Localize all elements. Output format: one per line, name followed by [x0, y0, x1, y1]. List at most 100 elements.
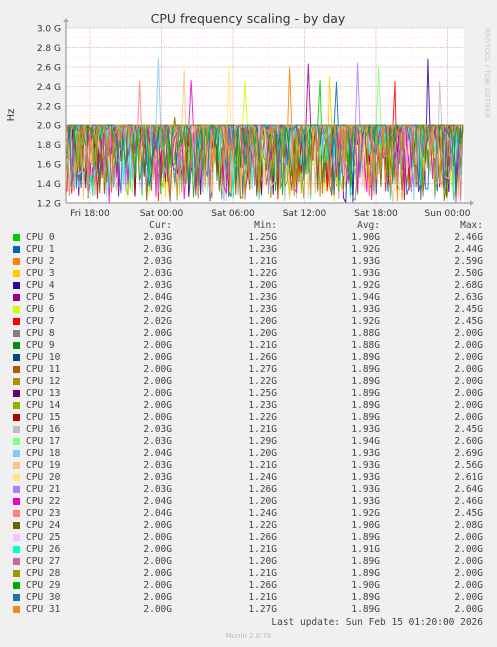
- legend-max: 2.00G: [454, 352, 483, 363]
- legend-min: 1.21G: [248, 568, 277, 579]
- legend-cur: 2.03G: [143, 244, 172, 255]
- last-update: Last update: Sun Feb 15 01:20:00 2026: [271, 617, 483, 628]
- legend-name: CPU 3: [26, 268, 55, 279]
- legend-row: CPU 20 2.03G 1.24G 1.93G 2.61G: [0, 472, 497, 484]
- legend-max: 2.00G: [454, 364, 483, 375]
- legend-name: CPU 2: [26, 256, 55, 267]
- legend-min: 1.22G: [248, 268, 277, 279]
- y-axis-arrow: [63, 18, 69, 22]
- legend-min: 1.26G: [248, 352, 277, 363]
- legend-avg: 1.89G: [351, 388, 380, 399]
- legend-row: CPU 31 2.00G 1.27G 1.89G 2.00G: [0, 604, 497, 616]
- legend-min: 1.20G: [248, 280, 277, 291]
- y-tick-label: 1.4 G: [37, 180, 61, 190]
- legend-name: CPU 18: [26, 448, 61, 459]
- legend-cur: 2.00G: [143, 580, 172, 591]
- legend-min: 1.20G: [248, 448, 277, 459]
- legend-max: 2.00G: [454, 388, 483, 399]
- legend-max: 2.45G: [454, 316, 483, 327]
- chart-svg: CPU frequency scaling - by day Hz RRDTOO…: [6, 11, 491, 219]
- legend-row: CPU 18 2.04G 1.20G 1.93G 2.69G: [0, 448, 497, 460]
- legend-min: 1.25G: [248, 388, 277, 399]
- legend-avg: 1.93G: [351, 424, 380, 435]
- legend-name: CPU 22: [26, 496, 61, 507]
- legend-swatch: [13, 606, 20, 613]
- legend-cur: 2.00G: [143, 400, 172, 411]
- legend-cur: 2.04G: [143, 496, 172, 507]
- legend-name: CPU 17: [26, 436, 61, 447]
- series-lines: [66, 57, 464, 203]
- legend-row: CPU 28 2.00G 1.21G 1.89G 2.00G: [0, 568, 497, 580]
- legend-swatch: [13, 522, 20, 529]
- legend-name: CPU 4: [26, 280, 55, 291]
- legend-row: CPU 24 2.00G 1.22G 1.90G 2.08G: [0, 520, 497, 532]
- legend-avg: 1.93G: [351, 460, 380, 471]
- legend-swatch: [13, 414, 20, 421]
- legend-swatch: [13, 498, 20, 505]
- legend-min: 1.27G: [248, 604, 277, 615]
- legend-avg: 1.89G: [351, 556, 380, 567]
- legend-min: 1.21G: [248, 460, 277, 471]
- legend-avg: 1.93G: [351, 256, 380, 267]
- legend-avg: 1.89G: [351, 412, 380, 423]
- legend-cur: 2.04G: [143, 292, 172, 303]
- legend-cur: 2.00G: [143, 352, 172, 363]
- legend-row: CPU 11 2.00G 1.27G 1.89G 2.00G: [0, 364, 497, 376]
- legend-name: CPU 7: [26, 316, 55, 327]
- legend-row: CPU 23 2.04G 1.24G 1.92G 2.45G: [0, 508, 497, 520]
- legend-swatch: [13, 282, 20, 289]
- legend-avg: 1.92G: [351, 316, 380, 327]
- legend-row: CPU 21 2.03G 1.26G 1.93G 2.64G: [0, 484, 497, 496]
- legend-name: CPU 31: [26, 604, 61, 615]
- legend-cur: 2.00G: [143, 604, 172, 615]
- y-tick-labels: 1.2 G 1.4 G 1.6 G 1.8 G 2.0 G 2.2 G 2.4 G 2.6 G…: [37, 25, 61, 210]
- legend: Cur: Min: Avg: Max: CPU 0 2.03G 1.25G 1.90G…: [0, 220, 497, 616]
- legend-avg: 1.89G: [351, 364, 380, 375]
- legend-swatch: [13, 294, 20, 301]
- legend-swatch: [13, 582, 20, 589]
- legend-rows: CPU 0 2.03G 1.25G 1.90G 2.46G CPU 1 2.03G 1.23G…: [0, 232, 497, 616]
- legend-name: CPU 14: [26, 400, 61, 411]
- legend-avg: 1.88G: [351, 340, 380, 351]
- x-tick-label: Fri 18:00: [70, 209, 110, 219]
- legend-swatch: [13, 510, 20, 517]
- legend-cur: 2.00G: [143, 364, 172, 375]
- legend-name: CPU 21: [26, 484, 61, 495]
- legend-cur: 2.03G: [143, 424, 172, 435]
- legend-max: 2.00G: [454, 568, 483, 579]
- y-tick-label: 2.8 G: [37, 44, 61, 54]
- legend-cur: 2.03G: [143, 256, 172, 267]
- legend-row: CPU 15 2.00G 1.22G 1.89G 2.00G: [0, 412, 497, 424]
- legend-row: CPU 9 2.00G 1.21G 1.88G 2.00G: [0, 340, 497, 352]
- legend-cur: 2.03G: [143, 484, 172, 495]
- legend-name: CPU 29: [26, 580, 61, 591]
- y-tick-label: 2.2 G: [37, 102, 61, 112]
- legend-cur: 2.00G: [143, 376, 172, 387]
- legend-cur: 2.00G: [143, 544, 172, 555]
- legend-swatch: [13, 366, 20, 373]
- legend-min: 1.22G: [248, 412, 277, 423]
- legend-name: CPU 19: [26, 460, 61, 471]
- legend-cur: 2.03G: [143, 268, 172, 279]
- legend-max: 2.45G: [454, 304, 483, 315]
- y-tick-label: 2.0 G: [37, 122, 61, 132]
- legend-max: 2.00G: [454, 376, 483, 387]
- legend-max: 2.50G: [454, 268, 483, 279]
- legend-avg: 1.89G: [351, 376, 380, 387]
- legend-min: 1.22G: [248, 520, 277, 531]
- x-tick-label: Sat 00:00: [140, 209, 184, 219]
- legend-avg: 1.90G: [351, 520, 380, 531]
- legend-swatch: [13, 462, 20, 469]
- legend-min: 1.23G: [248, 400, 277, 411]
- legend-cur: 2.00G: [143, 412, 172, 423]
- legend-row: CPU 7 2.02G 1.20G 1.92G 2.45G: [0, 316, 497, 328]
- legend-name: CPU 6: [26, 304, 55, 315]
- x-axis-arrow: [470, 200, 474, 206]
- legend-row: CPU 27 2.00G 1.20G 1.89G 2.00G: [0, 556, 497, 568]
- legend-min: 1.26G: [248, 484, 277, 495]
- legend-swatch: [13, 450, 20, 457]
- legend-row: CPU 4 2.03G 1.20G 1.92G 2.68G: [0, 280, 497, 292]
- legend-avg: 1.89G: [351, 604, 380, 615]
- legend-min: 1.20G: [248, 328, 277, 339]
- legend-max: 2.45G: [454, 508, 483, 519]
